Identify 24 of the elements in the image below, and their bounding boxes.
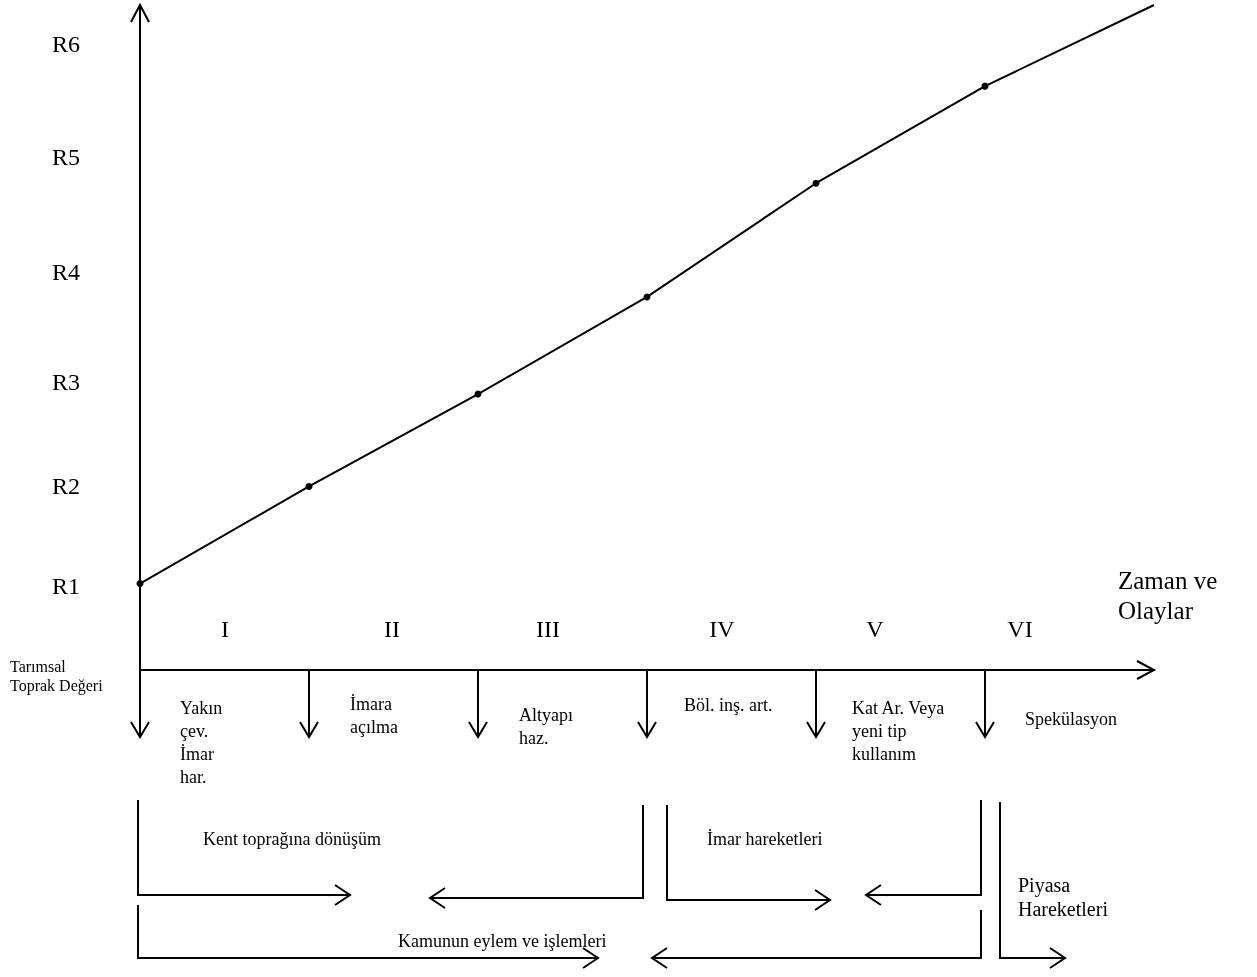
text: Kamunun eylem ve işlemleri bbox=[398, 930, 608, 953]
text: Altyapı haz. bbox=[519, 704, 574, 750]
text: R1 bbox=[52, 572, 81, 601]
annotation: VI bbox=[1006, 615, 1034, 644]
text: Spekülasyon bbox=[1025, 708, 1118, 731]
text: R5 bbox=[52, 143, 81, 172]
annotation: I bbox=[220, 615, 230, 644]
text: İmara açılma bbox=[350, 693, 399, 739]
text: R4 bbox=[52, 258, 81, 287]
text: Yakın çev. İmar har. bbox=[180, 697, 224, 789]
text: Kat Ar. Veya yeni tip kullanım bbox=[852, 697, 946, 766]
x-axis-title: Zaman ve Olaylar bbox=[1118, 566, 1219, 626]
annotation: V bbox=[865, 615, 885, 644]
text: R6 bbox=[52, 30, 81, 59]
annotation: IV bbox=[708, 615, 736, 644]
annotation: III bbox=[535, 615, 561, 644]
text: R2 bbox=[52, 472, 81, 501]
annotation: II bbox=[383, 615, 401, 644]
text: Kent toprağına dönüşüm bbox=[203, 828, 382, 851]
text: İmar hareketleri bbox=[707, 828, 824, 851]
text: Böl. inş. art. bbox=[684, 694, 774, 717]
text: R3 bbox=[52, 368, 81, 397]
text: Piyasa Hareketleri bbox=[1018, 873, 1109, 921]
text: Tarımsal Toprak Değeri bbox=[10, 657, 104, 695]
